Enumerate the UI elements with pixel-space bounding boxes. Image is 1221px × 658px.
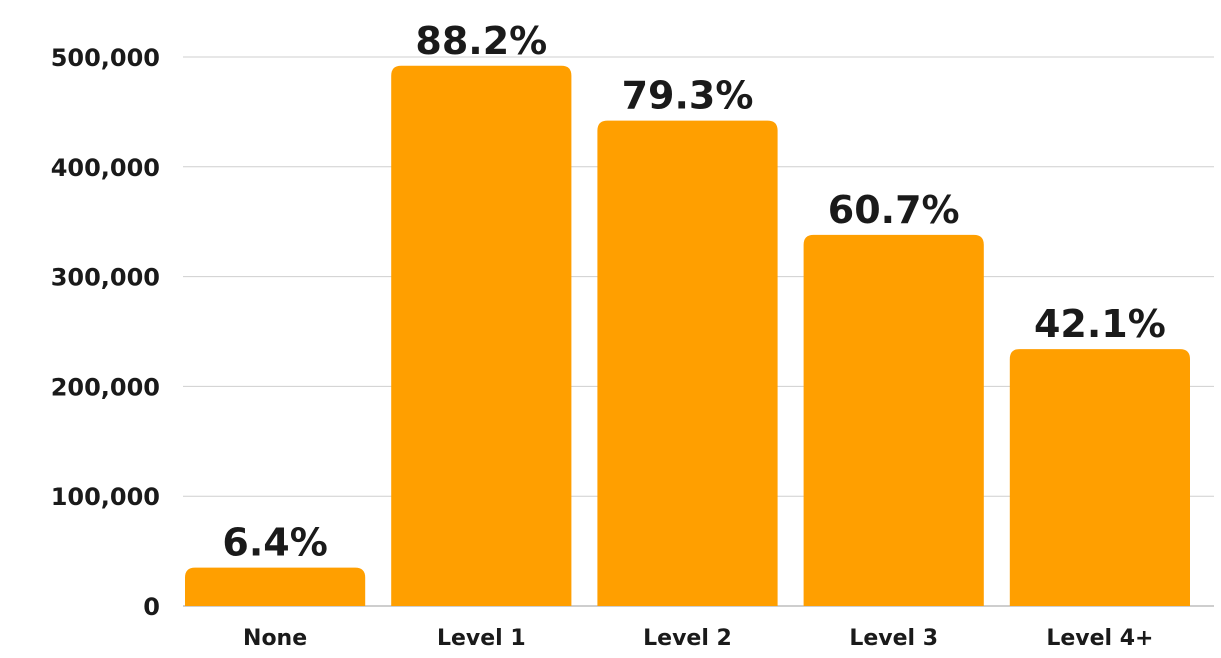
data-label: 79.3%: [622, 74, 754, 118]
data-label: 88.2%: [415, 19, 547, 63]
bars: [185, 65, 1190, 607]
y-tick-label: 400,000: [51, 154, 160, 182]
bar-level-3: [803, 234, 984, 606]
data-labels: 6.4% 88.2% 79.3% 60.7% 42.1%: [222, 19, 1165, 565]
bar-level-4: [1009, 349, 1190, 606]
x-category-label: Level 4+: [1046, 626, 1153, 651]
data-label: 6.4%: [222, 521, 327, 565]
x-axis-category-labels: None Level 1 Level 2 Level 3 Level 4+: [243, 626, 1153, 651]
y-tick-label: 0: [143, 593, 160, 621]
data-label: 60.7%: [828, 188, 960, 232]
y-tick-label: 500,000: [51, 44, 160, 72]
x-category-label: Level 1: [437, 626, 526, 651]
y-tick-label: 300,000: [51, 264, 160, 292]
y-tick-label: 200,000: [51, 373, 160, 401]
data-label: 42.1%: [1034, 302, 1166, 346]
bar-none: [185, 567, 366, 606]
y-tick-label: 100,000: [51, 483, 160, 511]
x-category-label: None: [243, 626, 307, 651]
bar-level-2: [597, 120, 778, 607]
x-category-label: Level 3: [849, 626, 938, 651]
bar-level-1: [391, 65, 572, 606]
y-axis-tick-labels: 0 100,000 200,000 300,000 400,000 500,000: [51, 44, 160, 621]
x-category-label: Level 2: [643, 626, 732, 651]
